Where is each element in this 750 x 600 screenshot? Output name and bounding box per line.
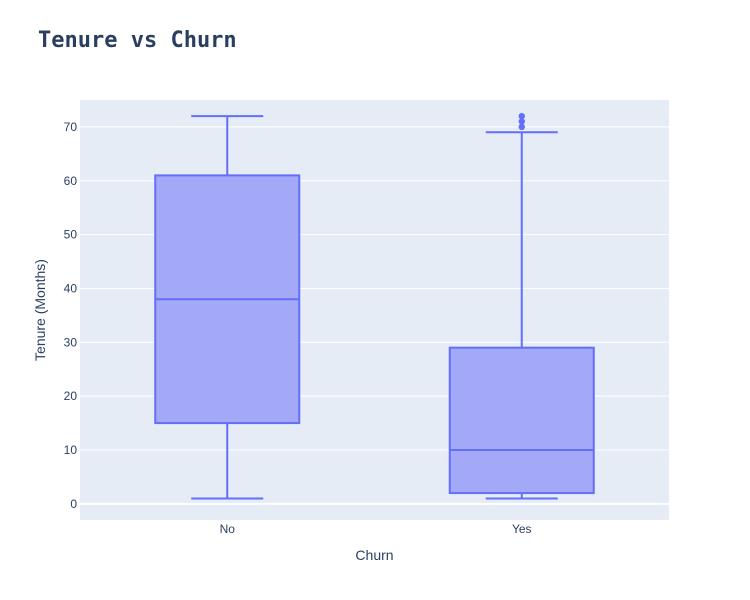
y-tick-label: 0 bbox=[70, 497, 77, 511]
y-tick-label: 10 bbox=[64, 443, 78, 457]
y-tick-label: 30 bbox=[64, 335, 78, 349]
x-tick-labels: No Yes bbox=[220, 522, 532, 536]
y-tick-label: 50 bbox=[64, 228, 78, 242]
iqr-box bbox=[448, 346, 595, 495]
box-yes bbox=[448, 112, 595, 500]
box-no bbox=[154, 115, 301, 500]
x-tick-label: Yes bbox=[512, 522, 532, 536]
y-tick-label: 70 bbox=[64, 120, 78, 134]
outlier-point bbox=[518, 118, 525, 125]
y-tick-label: 60 bbox=[64, 174, 78, 188]
y-tick-label: 40 bbox=[64, 281, 78, 295]
x-axis-title: Churn bbox=[355, 547, 393, 563]
chart-title: Tenure vs Churn bbox=[38, 28, 237, 53]
y-axis-title: Tenure (Months) bbox=[32, 259, 48, 361]
y-tick-labels: 0 10 20 30 40 50 60 70 bbox=[64, 120, 78, 511]
outlier-point bbox=[518, 112, 525, 120]
x-tick-label: No bbox=[220, 522, 236, 536]
outlier-point bbox=[518, 123, 525, 131]
boxes bbox=[154, 112, 595, 500]
y-tick-label: 20 bbox=[64, 389, 78, 403]
